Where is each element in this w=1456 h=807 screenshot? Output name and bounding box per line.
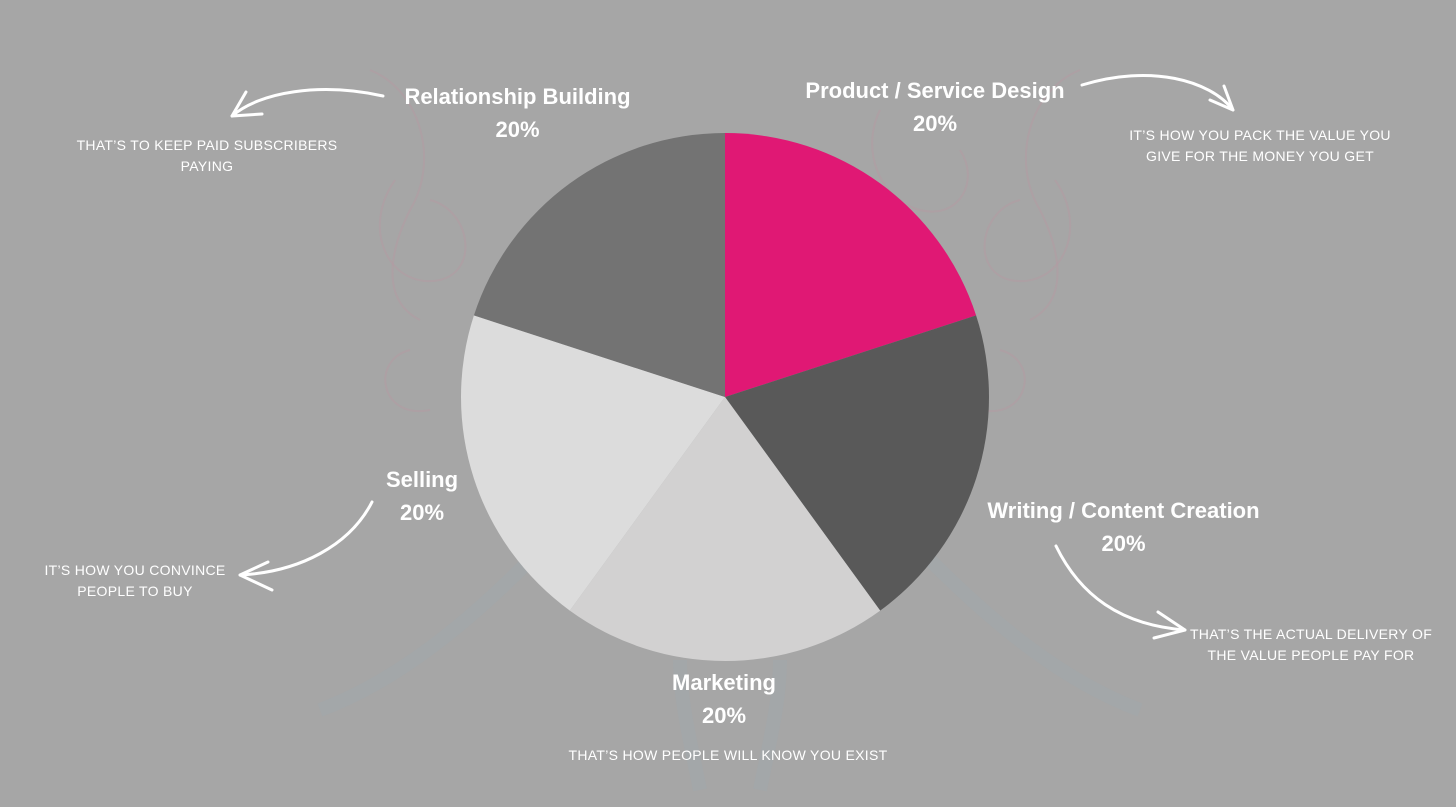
- label-product-service-design: Product / Service Design 20%: [790, 74, 1080, 140]
- slice-label: Selling: [385, 467, 459, 492]
- slice-value: 20%: [1101, 531, 1146, 556]
- slice-label: Product / Service Design: [805, 78, 1065, 103]
- label-selling: Selling 20%: [372, 463, 472, 529]
- pie-slice-marketing: [569, 397, 881, 662]
- note-product-service-design: IT’S HOW YOU PACK THE VALUE YOU GIVE FOR…: [1129, 127, 1391, 164]
- slice-value: 20%: [495, 117, 540, 142]
- label-marketing: Marketing 20%: [649, 666, 799, 732]
- arrow-product: [1080, 74, 1235, 112]
- pie-slice-product-service-design: [725, 133, 977, 397]
- note-selling: IT’S HOW YOU CONVINCE PEOPLE TO BUY: [44, 562, 226, 599]
- background-illustration: [317, 69, 1143, 792]
- label-relationship-building: Relationship Building 20%: [390, 80, 645, 146]
- slice-value: 20%: [701, 703, 747, 728]
- arrow-selling: [238, 500, 374, 592]
- pie-slice-writing-content-creation: [725, 315, 990, 611]
- pie-slice-selling: [460, 315, 725, 611]
- slice-label: Writing / Content Creation: [987, 498, 1260, 523]
- slice-value: 20%: [912, 111, 958, 136]
- note-relationship-building: THAT’S TO KEEP PAID SUBSCRIBERS PAYING: [76, 137, 338, 174]
- annotation-arrows: [230, 74, 1235, 640]
- slice-label: Relationship Building: [404, 84, 631, 109]
- note-writing-content-creation: THAT’S THE ACTUAL DELIVERY OF THE VALUE …: [1189, 626, 1433, 663]
- pie-slices: [460, 133, 990, 662]
- pie-slice-relationship-building: [473, 133, 725, 397]
- arrow-writing: [1054, 544, 1187, 640]
- slice-value: 20%: [399, 500, 445, 525]
- slice-label: Marketing: [672, 670, 776, 695]
- label-writing-content-creation: Writing / Content Creation 20%: [975, 494, 1272, 560]
- arrow-relationship: [230, 88, 385, 118]
- note-marketing: THAT’S HOW PEOPLE WILL KNOW YOU EXIST: [568, 747, 888, 763]
